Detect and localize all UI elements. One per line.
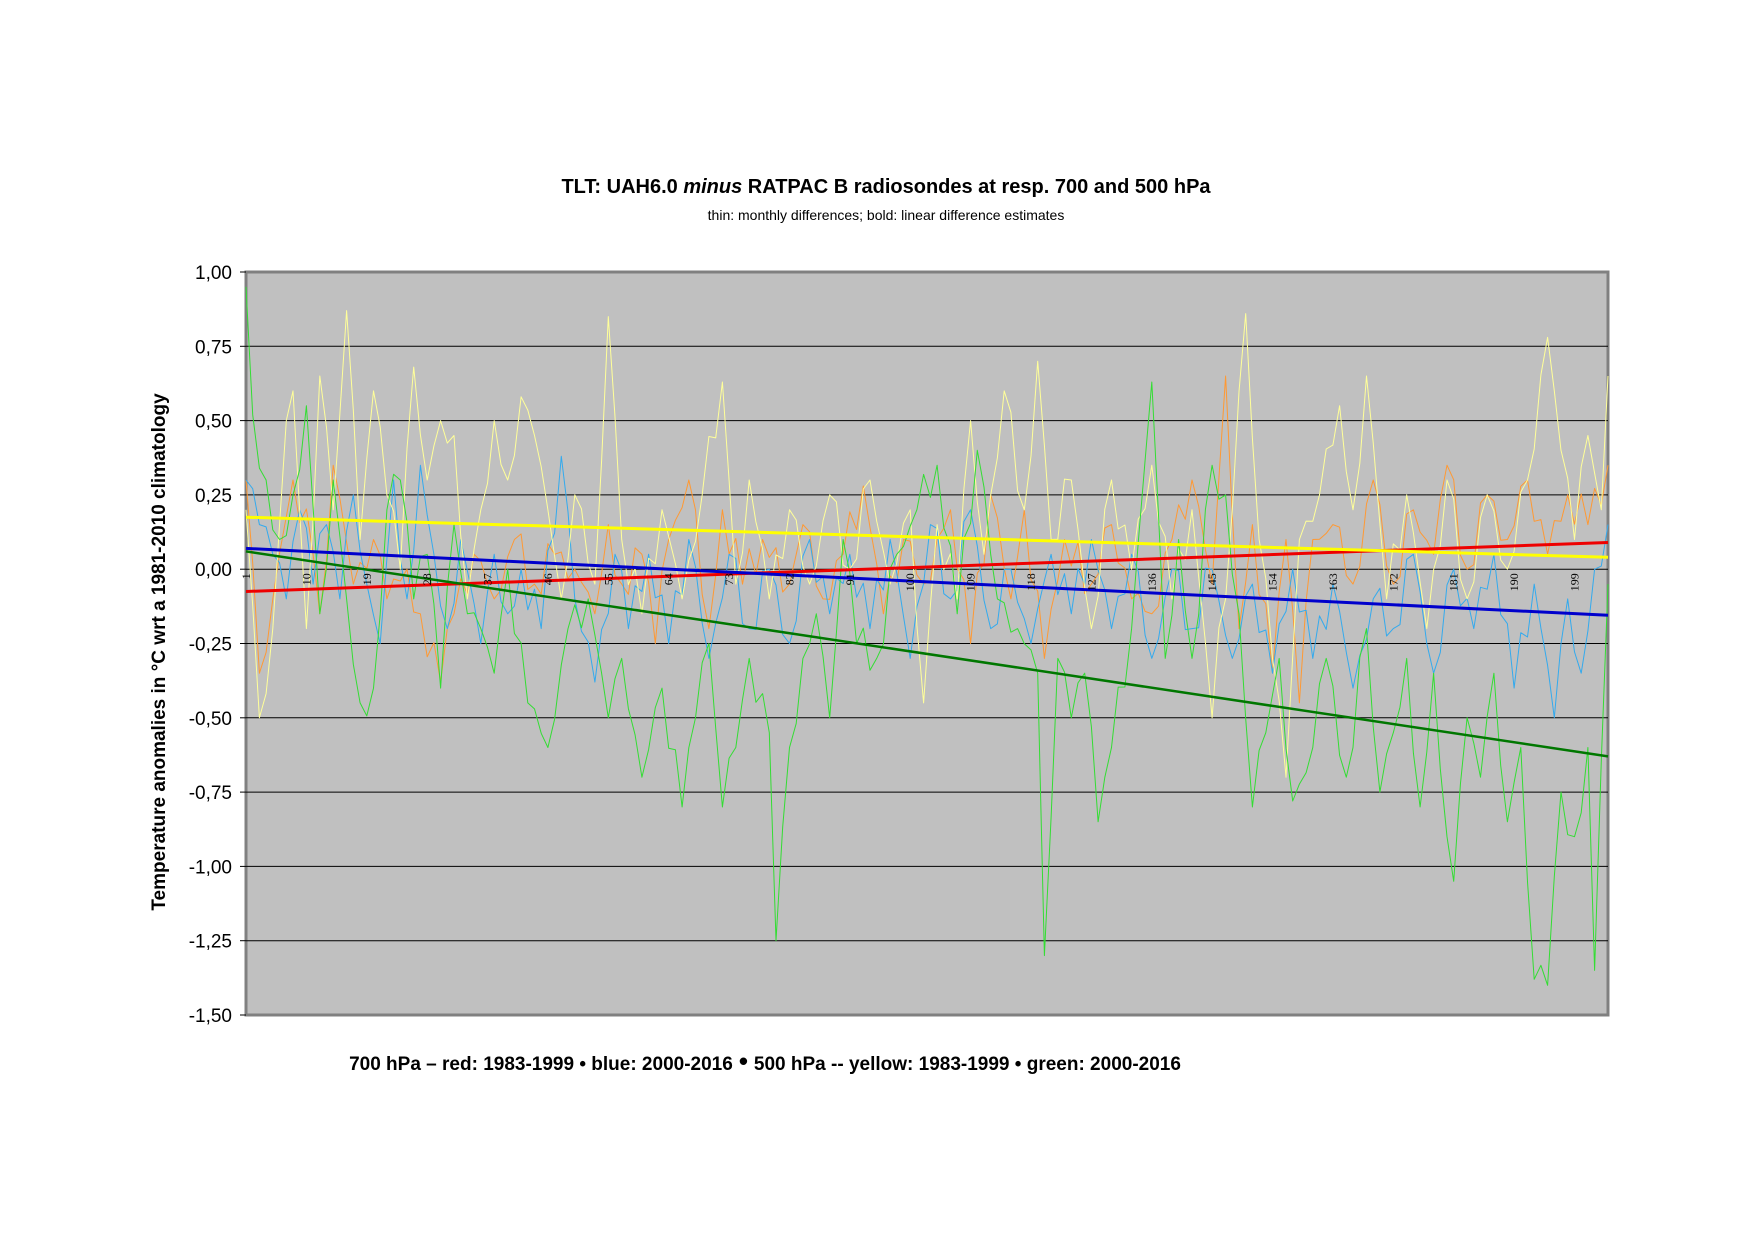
- y-tick-label: -0,75: [189, 783, 232, 804]
- y-tick-label: -0,25: [189, 635, 232, 656]
- x-tick-label: 109: [964, 573, 978, 591]
- legend-700hpa: 700 hPa – red: 1983-1999 • blue: 2000-20…: [349, 1054, 733, 1075]
- y-tick-label: 0,75: [195, 337, 232, 358]
- x-tick-label: 46: [541, 573, 555, 585]
- y-tick-label: 1,00: [195, 263, 232, 284]
- x-tick-label: 100: [903, 573, 917, 591]
- x-tick-label: 190: [1507, 573, 1521, 591]
- legend-500hpa: 500 hPa -- yellow: 1983-1999 • green: 20…: [753, 1054, 1181, 1075]
- x-tick-label: 55: [601, 573, 615, 585]
- y-tick-label: 0,25: [195, 486, 232, 507]
- x-tick-label: 64: [662, 573, 676, 585]
- x-tick-label: 163: [1326, 573, 1340, 591]
- y-tick-label: -0,50: [189, 709, 232, 730]
- series-lines: [245, 286, 1609, 986]
- gridlines: [246, 345, 1608, 942]
- y-tick-label: 0,50: [195, 412, 232, 433]
- series-trend-500hPa-2000-2016: [245, 550, 1609, 758]
- x-tick-label: 127: [1084, 573, 1098, 591]
- series-monthly-500hPa-2000-2016: [245, 286, 1609, 986]
- x-tick-label: 199: [1568, 573, 1582, 591]
- x-tick-label: 172: [1386, 573, 1400, 591]
- x-tick-label: 181: [1447, 573, 1461, 591]
- series-monthly-700hPa-2000-2016: [245, 455, 1609, 719]
- x-tick-label: 136: [1145, 573, 1159, 591]
- chart-title: TLT: UAH6.0 minus RATPAC B radiosondes a…: [561, 176, 1211, 198]
- x-tick-label: 28: [420, 573, 434, 585]
- x-tick-labels: 1 10 19 28 37 46 55 64 73 82 91 100 109 118 127 136 145 1…: [239, 573, 1582, 591]
- x-tick-label: 91: [843, 573, 857, 585]
- x-tick-label: 19: [360, 573, 374, 585]
- y-tick-label: -1,25: [189, 932, 232, 953]
- x-tick-label: 73: [722, 573, 736, 585]
- y-tick-label: 0,00: [195, 560, 232, 581]
- y-tick-label: -1,50: [189, 1006, 232, 1027]
- x-tick-label: 154: [1266, 573, 1280, 591]
- series-trend-700hPa-2000-2016: [245, 546, 1609, 617]
- x-tick-label: 118: [1024, 573, 1038, 591]
- x-tick-label: 145: [1205, 573, 1219, 591]
- x-tick-label: 37: [481, 573, 495, 585]
- legend-separator: •: [738, 1046, 748, 1076]
- y-tick-labels: 1,00 0,75 0,50 0,25 0,00 -0,25 -0,50 -0,75 -1,00…: [189, 263, 246, 1027]
- y-tick-label: -1,00: [189, 857, 232, 878]
- series-trend-500hPa-1983-1999: [245, 515, 1609, 559]
- chart-subtitle: thin: monthly differences; bold: linear …: [707, 207, 1065, 223]
- legend: 700 hPa – red: 1983-1999 • blue: 2000-20…: [0, 1046, 1530, 1077]
- x-tick-label: 1: [239, 573, 253, 579]
- x-tick-label: 10: [299, 573, 313, 585]
- x-tick-label: 82: [783, 573, 797, 585]
- y-axis-label: Temperature anomalies in °C wrt a 1981-2…: [149, 393, 170, 911]
